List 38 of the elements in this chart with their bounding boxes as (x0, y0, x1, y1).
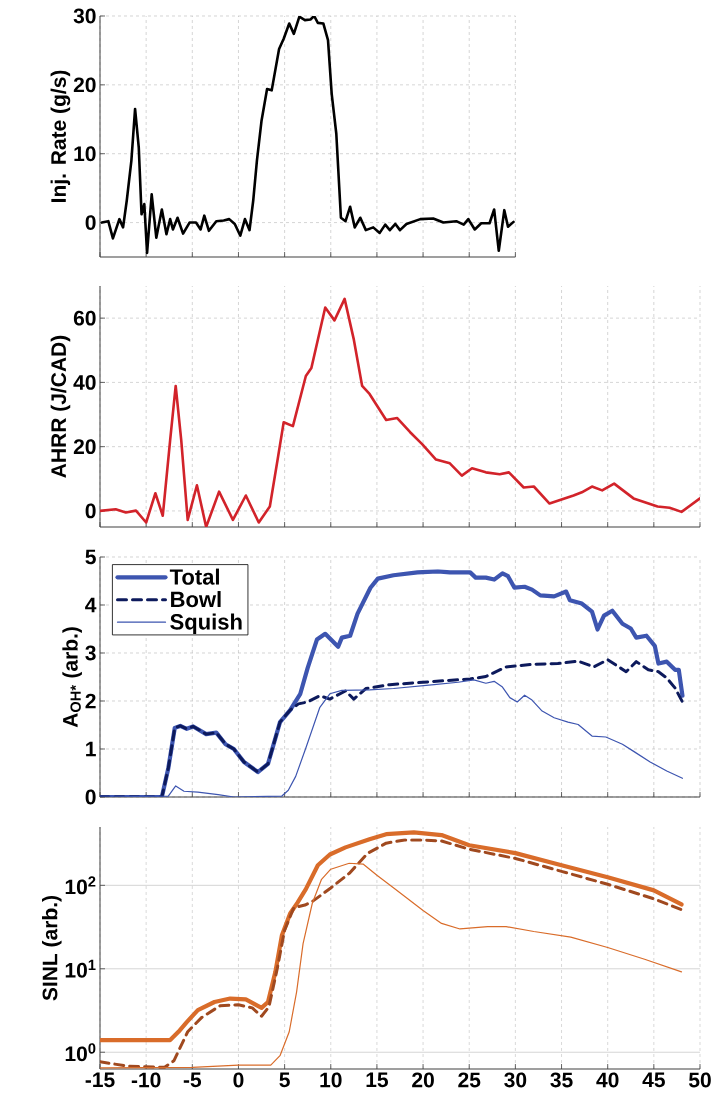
x-tick-label: 0 (233, 1072, 244, 1088)
x-tick-label: 25 (458, 1072, 481, 1088)
y-tick-label: 0 (85, 789, 96, 805)
y-tick-label: 5 (85, 549, 96, 565)
x-tick-label: 30 (504, 1072, 527, 1088)
y-tick-label: 60 (73, 310, 96, 326)
y-tick-label: 10$^{0}$ (65, 1043, 96, 1062)
y-tick-label: 20 (73, 77, 96, 93)
y-tick-label: 40 (73, 374, 96, 390)
x-tick-label: 20 (412, 1072, 434, 1088)
x-tick-label: -15 (85, 1072, 115, 1088)
x-tick-label: 45 (642, 1072, 665, 1088)
y-tick-label: 10$^{2}$ (65, 876, 96, 895)
y-tick-label: 3 (85, 645, 96, 661)
y-axis-title: AHRR (J/CAD) (50, 335, 71, 478)
y-axis-title: A$_{OH*}$ (arb.) (62, 627, 82, 728)
legend-label: Bowl (171, 591, 221, 608)
y-tick-label: 10 (74, 146, 96, 162)
y-tick-label: 30 (73, 8, 96, 24)
y-axis-title: SINL (arb.) (42, 895, 62, 1001)
y-tick-label: 1 (86, 741, 96, 757)
x-tick-label: 35 (550, 1072, 573, 1088)
x-tick-label: 15 (366, 1072, 389, 1088)
y-tick-label: 20 (73, 439, 96, 455)
x-tick-label: -5 (183, 1072, 202, 1088)
legend-label: Total (169, 568, 219, 585)
legend-label: Squish (170, 613, 242, 634)
x-tick-label: 50 (688, 1072, 711, 1088)
y-axis-title: Inj. Rate (g/s) (50, 70, 71, 202)
y-tick-label: 2 (85, 693, 96, 709)
x-tick-label: -10 (131, 1072, 161, 1088)
y-tick-label: 4 (85, 597, 97, 613)
y-tick-label: 0 (85, 215, 96, 230)
x-tick-label: 10 (320, 1072, 342, 1088)
y-tick-label: 0 (85, 503, 96, 519)
y-tick-label: 10$^{1}$ (65, 959, 96, 978)
x-tick-label: 40 (596, 1072, 619, 1088)
x-tick-label: 5 (279, 1072, 290, 1088)
